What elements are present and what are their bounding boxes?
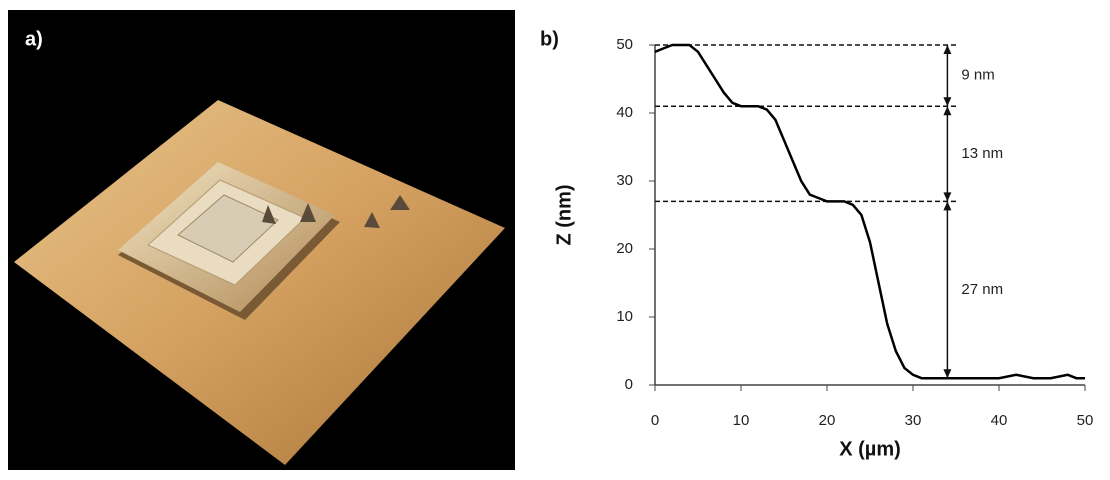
arrow-head <box>943 192 952 202</box>
y-tick-label: 20 <box>616 240 633 257</box>
panel-label: a) <box>25 28 43 50</box>
annotation: 9 nm <box>961 67 994 84</box>
arrow-head <box>943 45 952 54</box>
pyramid-top <box>177 194 279 263</box>
x-tick-label: 20 <box>819 412 836 429</box>
x-tick-label: 30 <box>905 412 922 429</box>
afm-image: a) <box>8 10 515 470</box>
arrow-head <box>943 201 952 211</box>
dot <box>390 195 410 210</box>
panel-label: b) <box>540 28 559 50</box>
y-axis-label: Z (nm) <box>553 184 575 245</box>
x-tick-label: 0 <box>651 412 659 429</box>
x-tick-label: 50 <box>1077 412 1094 429</box>
annotation: 13 nm <box>961 145 1003 162</box>
dot <box>300 203 316 222</box>
annotation: 27 nm <box>961 281 1003 298</box>
dot <box>364 212 380 228</box>
dot <box>262 205 276 224</box>
y-tick-label: 10 <box>616 308 633 325</box>
arrow-head <box>943 106 952 116</box>
y-tick-label: 30 <box>616 172 633 189</box>
arrow-head <box>943 369 952 379</box>
x-tick-label: 10 <box>733 412 750 429</box>
y-tick-label: 0 <box>625 376 633 393</box>
y-tick-label: 40 <box>616 104 633 121</box>
arrow-head <box>943 97 952 107</box>
y-tick-label: 50 <box>616 36 633 53</box>
x-axis-label: X (µm) <box>839 438 901 460</box>
x-tick-label: 40 <box>991 412 1008 429</box>
profile-line <box>654 43 1085 380</box>
